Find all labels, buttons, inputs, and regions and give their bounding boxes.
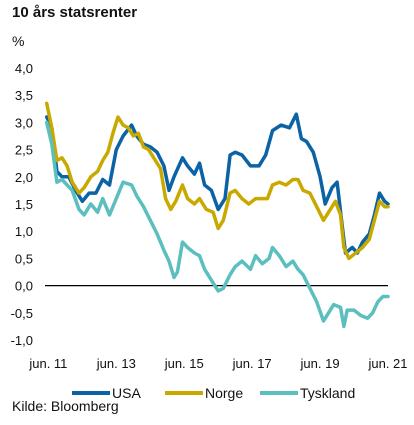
y-tick-label: 0,5 [15,251,33,266]
series-line-tyskland [44,120,390,329]
y-tick-label: 1,5 [15,197,33,212]
legend: USA Norge Tyskland [72,385,355,401]
y-axis-ticks: 4,0 3,5 3,0 2,5 2,0 1,5 1,0 0,5 0,0 -0,5 -1,0 [11,61,33,348]
legend-label-usa: USA [112,385,141,401]
legend-label-tyskland: Tyskland [300,385,355,401]
series-lines [44,101,390,329]
y-axis-unit: % [12,33,25,49]
y-tick-label: 2,5 [15,143,33,158]
x-tick-label: jun. 21 [367,356,407,371]
series-line-usa [44,112,390,255]
series-line-norge [44,101,390,261]
x-tick-label: jun. 11 [28,356,67,371]
y-tick-label: 3,5 [15,88,33,103]
source-note: Kilde: Bloomberg [12,398,119,414]
legend-label-norge: Norge [205,385,243,401]
y-tick-label: -0,5 [11,306,33,321]
x-axis-ticks: jun. 11 jun. 13 jun. 15 jun. 17 jun. 19 jun. … [28,356,407,371]
y-tick-label: -1,0 [11,333,33,348]
chart-title: 10 års statsrenter [12,4,138,21]
y-tick-label: 0,0 [15,279,33,294]
y-tick-label: 1,0 [15,224,33,239]
x-tick-label: jun. 19 [300,356,340,371]
x-tick-label: jun. 15 [164,356,204,371]
y-tick-label: 3,0 [15,115,33,130]
y-tick-label: 2,0 [15,170,33,185]
x-tick-label: jun. 17 [232,356,272,371]
x-tick-label: jun. 13 [96,356,136,371]
y-tick-label: 4,0 [15,61,33,76]
